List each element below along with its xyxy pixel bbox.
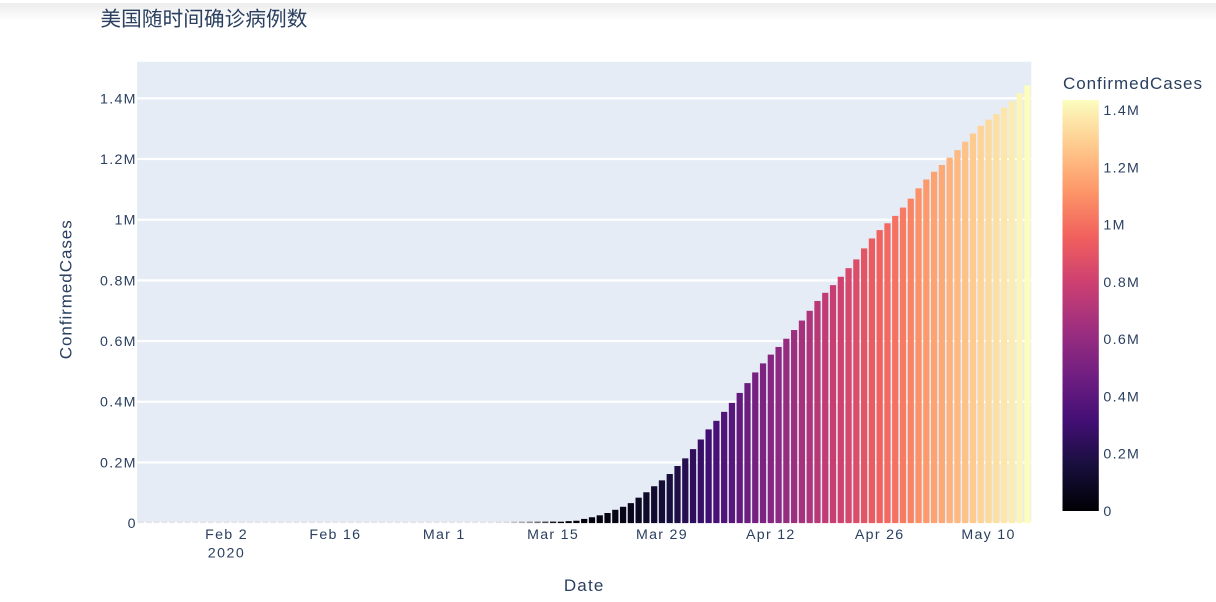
svg-text:0.2M: 0.2M bbox=[100, 455, 137, 471]
svg-text:Mar 29: Mar 29 bbox=[636, 527, 688, 543]
svg-text:Mar 1: Mar 1 bbox=[423, 527, 466, 543]
svg-text:0.2M: 0.2M bbox=[1103, 447, 1140, 463]
svg-text:Feb 2: Feb 2 bbox=[205, 527, 248, 543]
svg-text:0: 0 bbox=[1103, 504, 1112, 520]
svg-text:1.4M: 1.4M bbox=[1103, 103, 1140, 119]
svg-text:1M: 1M bbox=[114, 213, 136, 229]
svg-text:ConfirmedCases: ConfirmedCases bbox=[1063, 74, 1203, 93]
svg-text:1M: 1M bbox=[1103, 218, 1125, 234]
svg-text:2020: 2020 bbox=[208, 546, 246, 562]
svg-text:Date: Date bbox=[564, 576, 605, 595]
svg-text:0.4M: 0.4M bbox=[100, 395, 137, 411]
svg-text:1.2M: 1.2M bbox=[1103, 160, 1140, 176]
svg-text:Apr 26: Apr 26 bbox=[855, 527, 905, 543]
svg-text:May 10: May 10 bbox=[961, 527, 1015, 543]
svg-text:ConfirmedCases: ConfirmedCases bbox=[57, 219, 76, 359]
svg-text:Feb 16: Feb 16 bbox=[309, 527, 361, 543]
svg-text:0.6M: 0.6M bbox=[100, 334, 137, 350]
svg-text:0.6M: 0.6M bbox=[1103, 332, 1140, 348]
svg-text:0.8M: 0.8M bbox=[100, 273, 137, 289]
svg-text:0.4M: 0.4M bbox=[1103, 389, 1140, 405]
svg-text:Mar 15: Mar 15 bbox=[527, 527, 579, 543]
svg-text:1.2M: 1.2M bbox=[100, 152, 137, 168]
svg-text:Apr 12: Apr 12 bbox=[746, 527, 796, 543]
svg-text:1.4M: 1.4M bbox=[100, 91, 137, 107]
svg-text:0.8M: 0.8M bbox=[1103, 275, 1140, 291]
svg-text:0: 0 bbox=[128, 516, 137, 532]
